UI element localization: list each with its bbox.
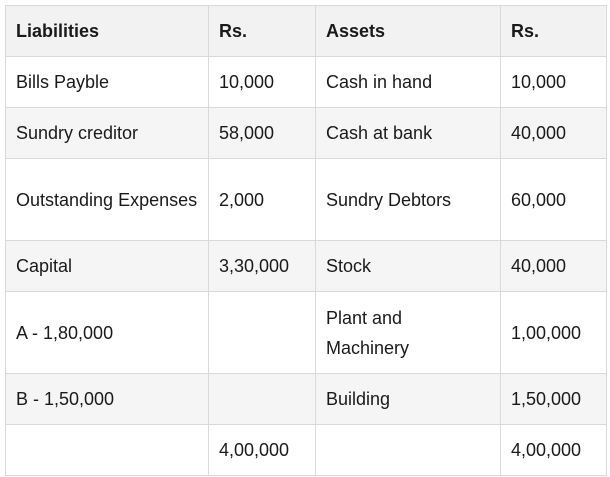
table-cell: 3,30,000 [208,240,316,292]
table-row: 4,00,000 4,00,000 [5,424,607,476]
table-cell: Cash at bank [315,107,501,159]
table-cell: 4,00,000 [500,424,607,476]
table-cell: Bills Payble [5,56,209,108]
table-cell: Sundry creditor [5,107,209,159]
table-cell: Plant and Machinery [315,291,501,374]
table-cell: Stock [315,240,501,292]
header-cell: Rs. [208,5,316,57]
table-cell: 1,00,000 [500,291,607,374]
table-cell: 4,00,000 [208,424,316,476]
table-cell: 10,000 [500,56,607,108]
table-cell: Building [315,373,501,425]
table-row: B - 1,50,000 Building 1,50,000 [5,373,607,425]
table-cell: 10,000 [208,56,316,108]
table-cell: 60,000 [500,158,607,241]
table-row: A - 1,80,000 Plant and Machinery 1,00,000 [5,291,607,374]
table-row: Capital 3,30,000 Stock 40,000 [5,240,607,292]
table-cell: Outstanding Expenses [5,158,209,241]
table-row: Outstanding Expenses 2,000 Sundry Debtors 6… [5,158,607,241]
header-cell: Rs. [500,5,607,57]
table-row: Sundry creditor 58,000 Cash at bank 40,000 [5,107,607,159]
table-cell [315,424,501,476]
table-cell: 40,000 [500,107,607,159]
table-cell [208,291,316,374]
header-row: Liabilities Rs. Assets Rs. [5,5,607,57]
table-cell: A - 1,80,000 [5,291,209,374]
table-cell [5,424,209,476]
table-body: Bills Payble 10,000 Cash in hand 10,000 Sund… [5,56,607,476]
table-cell: 1,50,000 [500,373,607,425]
table-cell [208,373,316,425]
table-cell: Capital [5,240,209,292]
balance-sheet-table: Liabilities Rs. Assets Rs. Bills Payble 10,0… [5,5,607,476]
header-cell: Liabilities [5,5,209,57]
table-cell: Sundry Debtors [315,158,501,241]
table-cell: 2,000 [208,158,316,241]
table-cell: 58,000 [208,107,316,159]
table-row: Bills Payble 10,000 Cash in hand 10,000 [5,56,607,108]
table-cell: B - 1,50,000 [5,373,209,425]
table-cell: 40,000 [500,240,607,292]
table-cell: Cash in hand [315,56,501,108]
header-cell: Assets [315,5,501,57]
